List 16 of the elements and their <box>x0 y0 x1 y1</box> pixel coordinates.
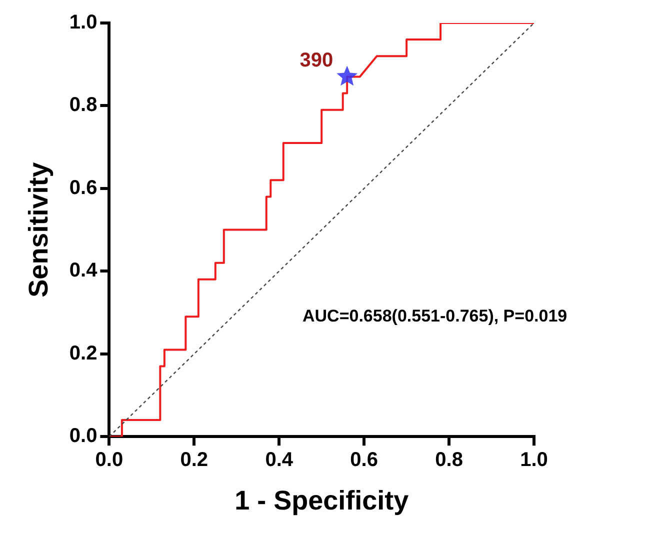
x-tick-label: 0.2 <box>180 449 208 472</box>
y-tick-label: 0.0 <box>69 425 98 448</box>
x-tick-label: 0.8 <box>435 449 463 472</box>
annotation: AUC=0.658(0.551-0.765), P=0.019 <box>302 306 568 326</box>
x-tick-label: 1.0 <box>520 449 548 472</box>
x-tick-label: 0.0 <box>95 449 124 472</box>
x-tick-label: 0.4 <box>265 449 294 472</box>
y-tick-label: 0.6 <box>69 176 98 199</box>
y-tick-label: 0.8 <box>69 94 98 116</box>
y-tick-label: 1.0 <box>69 12 98 34</box>
y-axis-title: Sensitivity <box>24 162 54 298</box>
annotation: 390 <box>300 49 334 72</box>
x-tick-label: 0.6 <box>350 449 378 472</box>
y-tick-label: 0.2 <box>69 342 98 364</box>
y-tick-label: 0.4 <box>69 260 98 282</box>
x-axis-title: 1 - Specificity <box>234 485 409 516</box>
